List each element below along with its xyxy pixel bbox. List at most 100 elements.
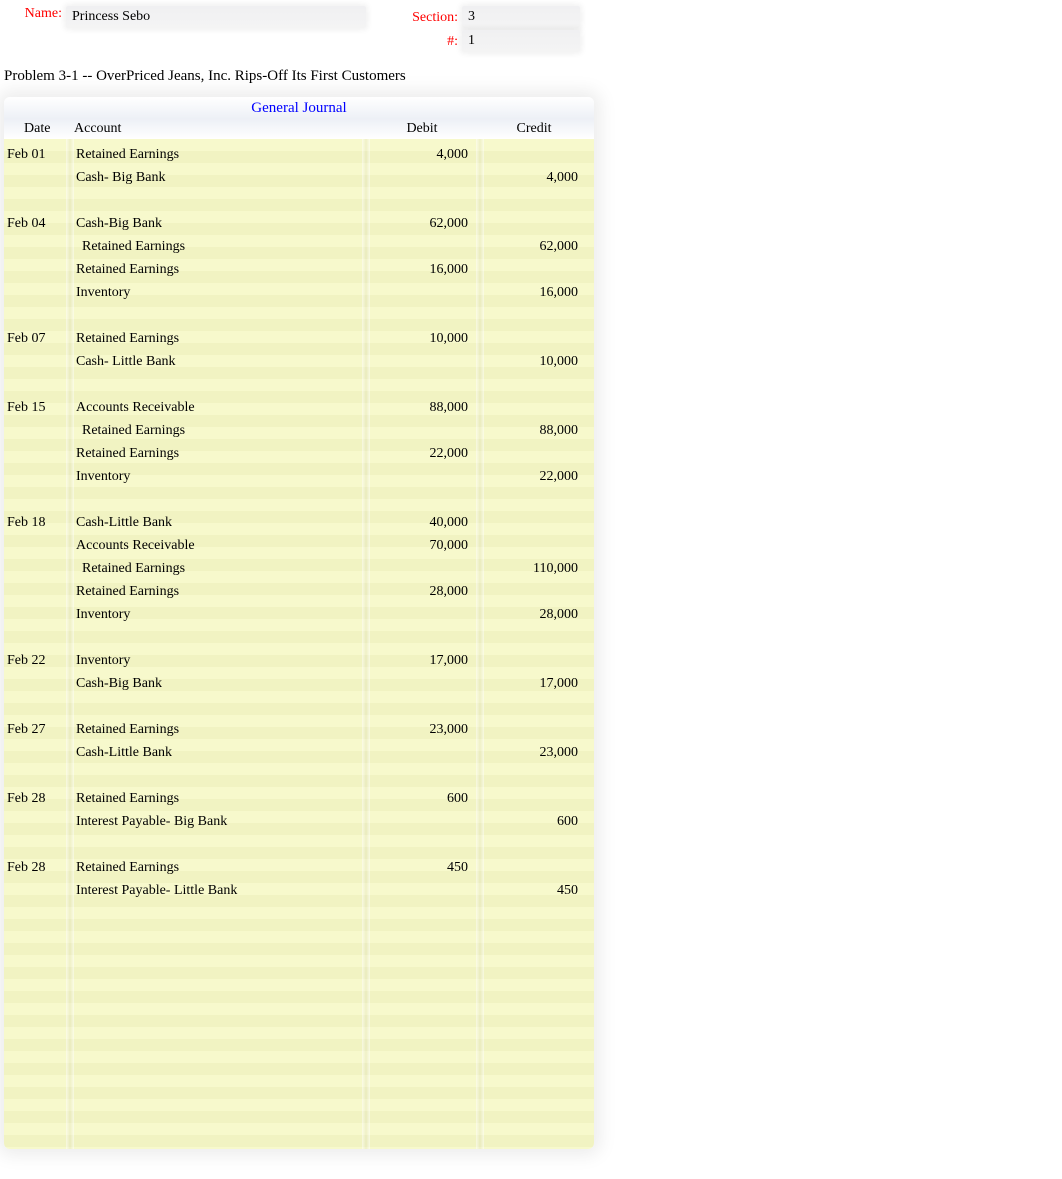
- journal-entry-row: Retained Earnings 62,000: [4, 235, 594, 258]
- col-header-debit: Debit: [366, 121, 478, 137]
- journal-entry-row: Feb 15Accounts Receivable88,000: [4, 396, 594, 419]
- entry-debit: 40,000: [362, 515, 474, 531]
- col-header-account: Account: [70, 121, 366, 137]
- entry-debit: 10,000: [362, 331, 474, 347]
- journal-entry-row: Retained Earnings 110,000: [4, 557, 594, 580]
- entry-date: Feb 01: [4, 147, 68, 163]
- entry-account: Retained Earnings: [68, 147, 362, 163]
- name-input[interactable]: Princess Sebo: [66, 6, 366, 28]
- journal-entry-row: Cash-Big Bank17,000: [4, 672, 594, 695]
- entry-date: Feb 27: [4, 722, 68, 738]
- journal-spacer-row: [4, 695, 594, 718]
- entry-account: Retained Earnings: [68, 239, 362, 255]
- journal-entry-row: Feb 22Inventory17,000: [4, 649, 594, 672]
- entry-debit: 450: [362, 860, 474, 876]
- entry-account: Retained Earnings: [68, 561, 362, 577]
- entry-debit: 22,000: [362, 446, 474, 462]
- entry-debit: 88,000: [362, 400, 474, 416]
- entry-date: Feb 07: [4, 331, 68, 347]
- section-label: Section:: [406, 10, 462, 26]
- number-label: #:: [406, 34, 462, 50]
- name-label: Name:: [4, 6, 66, 22]
- entry-date: Feb 22: [4, 653, 68, 669]
- general-journal: General Journal Date Account Debit Credi…: [4, 97, 594, 1149]
- journal-spacer-row: [4, 304, 594, 327]
- entry-debit: 62,000: [362, 216, 474, 232]
- entry-credit: 10,000: [474, 354, 586, 370]
- journal-entry-row: Inventory16,000: [4, 281, 594, 304]
- journal-spacer-row: [4, 488, 594, 511]
- entry-debit: 28,000: [362, 584, 474, 600]
- entry-credit: 16,000: [474, 285, 586, 301]
- entry-date: Feb 28: [4, 860, 68, 876]
- entry-account: Inventory: [68, 607, 362, 623]
- entry-account: Accounts Receivable: [68, 538, 362, 554]
- journal-body: Feb 01Retained Earnings4,000Cash- Big Ba…: [4, 139, 594, 1149]
- number-input[interactable]: 1: [462, 30, 580, 52]
- entry-credit: 23,000: [474, 745, 586, 761]
- col-header-date: Date: [4, 121, 70, 137]
- name-field-group: Name: Princess Sebo: [4, 6, 366, 28]
- journal-entry-row: Inventory 28,000: [4, 603, 594, 626]
- entry-account: Retained Earnings: [68, 584, 362, 600]
- entry-debit: 70,000: [362, 538, 474, 554]
- entry-account: Retained Earnings: [68, 331, 362, 347]
- entry-debit: 16,000: [362, 262, 474, 278]
- journal-entry-row: Cash- Big Bank 4,000: [4, 166, 594, 189]
- entry-account: Cash-Little Bank: [68, 515, 362, 531]
- journal-entry-row: Retained Earnings28,000: [4, 580, 594, 603]
- journal-entry-row: Retained Earnings 88,000: [4, 419, 594, 442]
- entry-credit: 28,000: [474, 607, 586, 623]
- entry-credit: 22,000: [474, 469, 586, 485]
- entry-debit: 17,000: [362, 653, 474, 669]
- entry-credit: 110,000: [474, 561, 586, 577]
- entry-credit: 17,000: [474, 676, 586, 692]
- journal-header-row: Date Account Debit Credit: [4, 119, 594, 139]
- header: Name: Princess Sebo Section: 3 #: 1: [4, 6, 1058, 54]
- entry-date: Feb 04: [4, 216, 68, 232]
- entry-date: Feb 15: [4, 400, 68, 416]
- entry-credit: 62,000: [474, 239, 586, 255]
- journal-entry-row: Feb 01Retained Earnings4,000: [4, 143, 594, 166]
- entry-account: Inventory: [68, 469, 362, 485]
- journal-title: General Journal: [4, 97, 594, 119]
- entry-credit: 88,000: [474, 423, 586, 439]
- entry-credit: 4,000: [474, 170, 586, 186]
- journal-spacer-row: [4, 373, 594, 396]
- entry-debit: 23,000: [362, 722, 474, 738]
- entry-account: Inventory: [68, 653, 362, 669]
- entry-account: Cash- Little Bank: [68, 354, 362, 370]
- entry-debit: 4,000: [362, 147, 474, 163]
- entry-account: Retained Earnings: [68, 262, 362, 278]
- journal-spacer-row: [4, 189, 594, 212]
- entry-account: Retained Earnings: [68, 791, 362, 807]
- entry-debit: 600: [362, 791, 474, 807]
- journal-entry-row: Cash- Little Bank 10,000: [4, 350, 594, 373]
- entry-account: Accounts Receivable: [68, 400, 362, 416]
- entry-credit: 450: [474, 883, 586, 899]
- journal-spacer-row: [4, 833, 594, 856]
- journal-entry-row: Feb 28Retained Earnings600: [4, 787, 594, 810]
- entry-account: Cash-Big Bank: [68, 216, 362, 232]
- section-input[interactable]: 3: [462, 6, 580, 28]
- entry-account: Interest Payable- Big Bank: [68, 814, 362, 830]
- entry-account: Retained Earnings: [68, 446, 362, 462]
- journal-entry-row: Interest Payable- Little Bank 450: [4, 879, 594, 902]
- entry-account: Cash- Big Bank: [68, 170, 362, 186]
- journal-spacer-row: [4, 764, 594, 787]
- entry-account: Cash-Little Bank: [68, 745, 362, 761]
- entry-account: Retained Earnings: [68, 860, 362, 876]
- journal-entry-row: Retained Earnings16,000: [4, 258, 594, 281]
- entry-account: Retained Earnings: [68, 423, 362, 439]
- journal-entry-row: Feb 18Cash-Little Bank40,000: [4, 511, 594, 534]
- journal-entry-row: Inventory 22,000: [4, 465, 594, 488]
- entry-account: Interest Payable- Little Bank: [68, 883, 362, 899]
- journal-entry-row: Feb 28Retained Earnings450: [4, 856, 594, 879]
- entry-date: Feb 18: [4, 515, 68, 531]
- section-field-group: Section: 3 #: 1: [406, 6, 580, 54]
- problem-title: Problem 3-1 -- OverPriced Jeans, Inc. Ri…: [4, 68, 1058, 85]
- journal-entry-row: Accounts Receivable70,000: [4, 534, 594, 557]
- journal-entry-row: Retained Earnings22,000: [4, 442, 594, 465]
- journal-entry-row: Feb 27Retained Earnings23,000: [4, 718, 594, 741]
- journal-entry-row: Cash-Little Bank 23,000: [4, 741, 594, 764]
